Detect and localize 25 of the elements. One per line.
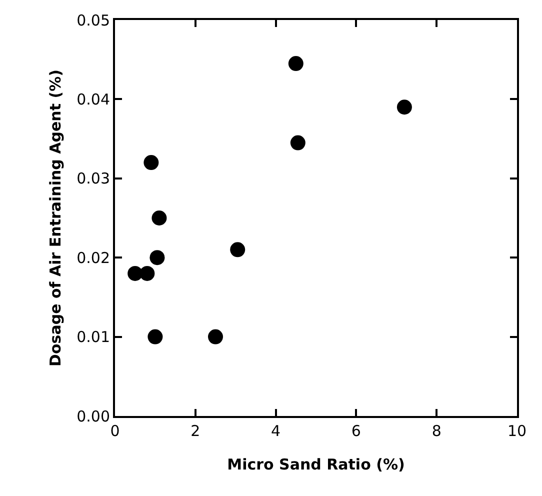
point xyxy=(208,329,223,344)
point xyxy=(148,329,163,344)
y-axis-title: Dosage of Air Entraining Agent (%) xyxy=(46,70,64,366)
x-tick-label: 0 xyxy=(110,422,120,440)
y-tick-label: 0.01 xyxy=(76,328,110,346)
x-tick-label: 4 xyxy=(271,422,281,440)
y-tick-label: 0.04 xyxy=(76,90,110,108)
y-tick-label: 0.03 xyxy=(76,170,110,188)
point xyxy=(290,135,306,150)
x-tick-label: 10 xyxy=(507,422,527,440)
point xyxy=(152,210,167,226)
point xyxy=(396,100,412,115)
point xyxy=(140,266,155,281)
x-tick-label: 6 xyxy=(351,422,361,440)
point xyxy=(288,56,304,72)
y-tick-label: 0.00 xyxy=(76,407,110,426)
y-tick-label: 0.05 xyxy=(76,11,110,30)
x-tick-label: 2 xyxy=(190,422,200,440)
y-tick-label: 0.02 xyxy=(76,248,110,267)
point xyxy=(144,155,159,170)
point xyxy=(230,242,246,258)
point xyxy=(150,250,165,266)
x-axis-title: Micro Sand Ratio (%) xyxy=(227,456,405,474)
point xyxy=(128,266,143,281)
x-tick-label: 8 xyxy=(432,422,442,440)
